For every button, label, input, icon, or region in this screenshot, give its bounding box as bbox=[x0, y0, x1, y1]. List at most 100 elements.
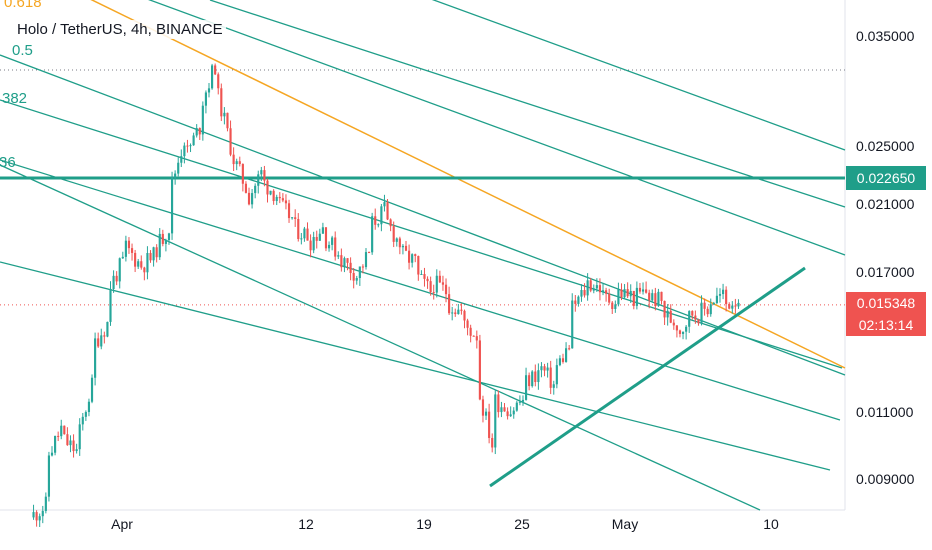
candle-body bbox=[241, 164, 244, 184]
candle-body bbox=[417, 255, 420, 275]
candle-body bbox=[324, 227, 328, 249]
candle-body bbox=[300, 238, 303, 240]
candle-body bbox=[601, 290, 605, 293]
candle-body bbox=[494, 394, 497, 448]
candle-body bbox=[491, 438, 494, 448]
candle-body bbox=[260, 170, 263, 175]
candle-body bbox=[617, 289, 620, 305]
candle-body bbox=[475, 336, 478, 341]
candle-body bbox=[269, 190, 272, 195]
candle-body bbox=[580, 290, 583, 297]
candle-body bbox=[512, 410, 515, 415]
candle-body bbox=[497, 394, 500, 413]
channel-line bbox=[209, 0, 846, 208]
candle-body bbox=[586, 280, 589, 296]
candle-body bbox=[709, 304, 712, 315]
candle-body bbox=[472, 335, 475, 337]
time-tick: 19 bbox=[416, 516, 432, 532]
time-tick: Apr bbox=[111, 516, 133, 532]
candle-body bbox=[232, 154, 235, 165]
candle-body bbox=[198, 128, 201, 135]
candle-body bbox=[706, 308, 709, 315]
candle-body bbox=[568, 348, 571, 350]
candle-body bbox=[137, 261, 140, 267]
candle-body bbox=[180, 156, 183, 163]
candle-body bbox=[127, 240, 131, 249]
candle-body bbox=[728, 304, 731, 309]
candle-body bbox=[346, 258, 349, 263]
channel-line bbox=[0, 164, 761, 511]
candle-body bbox=[272, 190, 275, 202]
candle-body bbox=[109, 289, 112, 322]
candle-body bbox=[737, 302, 740, 307]
candle-body bbox=[451, 312, 454, 314]
candle-body bbox=[38, 516, 41, 521]
candle-body bbox=[546, 367, 549, 371]
candle-body bbox=[174, 173, 177, 178]
candle-body bbox=[192, 135, 195, 146]
candle-body bbox=[500, 407, 503, 413]
candle-body bbox=[509, 414, 512, 417]
candle-body bbox=[669, 310, 672, 323]
candle-body bbox=[84, 412, 87, 417]
candle-body bbox=[592, 288, 595, 291]
price-tick: 0.017000 bbox=[856, 264, 915, 280]
candle-body bbox=[204, 92, 207, 106]
channel-line bbox=[431, 0, 846, 151]
candle-body bbox=[620, 289, 623, 298]
candle-body bbox=[565, 348, 568, 362]
candle-body bbox=[404, 245, 408, 251]
candle-body bbox=[426, 278, 429, 282]
candle-body bbox=[94, 338, 97, 378]
candle-body bbox=[691, 311, 694, 316]
candle-body bbox=[383, 202, 386, 207]
candle-body bbox=[678, 330, 682, 334]
candle-body bbox=[441, 282, 445, 285]
candle-body bbox=[112, 275, 115, 290]
candle-body bbox=[211, 65, 214, 89]
candle-body bbox=[32, 512, 35, 518]
candle-body bbox=[605, 290, 608, 294]
candle-body bbox=[235, 161, 238, 165]
candle-body bbox=[651, 293, 654, 301]
candle-body bbox=[57, 435, 60, 437]
time-tick: 12 bbox=[298, 516, 314, 532]
channel-line bbox=[148, 0, 846, 256]
candle-body bbox=[167, 233, 171, 240]
fib-label-05: 0.5 bbox=[12, 42, 33, 59]
candle-body bbox=[521, 399, 525, 402]
candle-body bbox=[130, 248, 134, 253]
candle-body bbox=[303, 228, 306, 239]
price-tick: 0.011000 bbox=[856, 404, 914, 420]
candle-body bbox=[463, 310, 466, 321]
candle-body bbox=[694, 315, 697, 320]
candle-body bbox=[183, 145, 186, 157]
rising-trendline bbox=[489, 266, 806, 488]
candle-body bbox=[195, 128, 198, 136]
candle-body bbox=[306, 228, 309, 241]
candle-body bbox=[54, 435, 57, 453]
candle-body bbox=[318, 233, 321, 241]
candle-body bbox=[223, 112, 226, 117]
candle-body bbox=[321, 227, 324, 234]
candle-body bbox=[681, 331, 685, 334]
candle-body bbox=[666, 310, 669, 318]
candle-body bbox=[41, 510, 44, 517]
candle-body bbox=[87, 401, 91, 413]
candle-body bbox=[90, 377, 94, 402]
candle-body bbox=[478, 340, 481, 400]
candle-body bbox=[435, 275, 438, 293]
candle-body bbox=[115, 275, 118, 282]
fib-label-0382: 382 bbox=[2, 90, 28, 107]
candle-body bbox=[364, 252, 368, 268]
candle-body bbox=[626, 289, 629, 297]
candle-body bbox=[355, 278, 358, 281]
candle-body bbox=[254, 185, 257, 194]
candle-body bbox=[503, 407, 506, 412]
candle-body bbox=[663, 300, 666, 318]
candle-body bbox=[161, 233, 164, 244]
candle-body bbox=[146, 252, 149, 273]
candle-body bbox=[103, 335, 106, 337]
